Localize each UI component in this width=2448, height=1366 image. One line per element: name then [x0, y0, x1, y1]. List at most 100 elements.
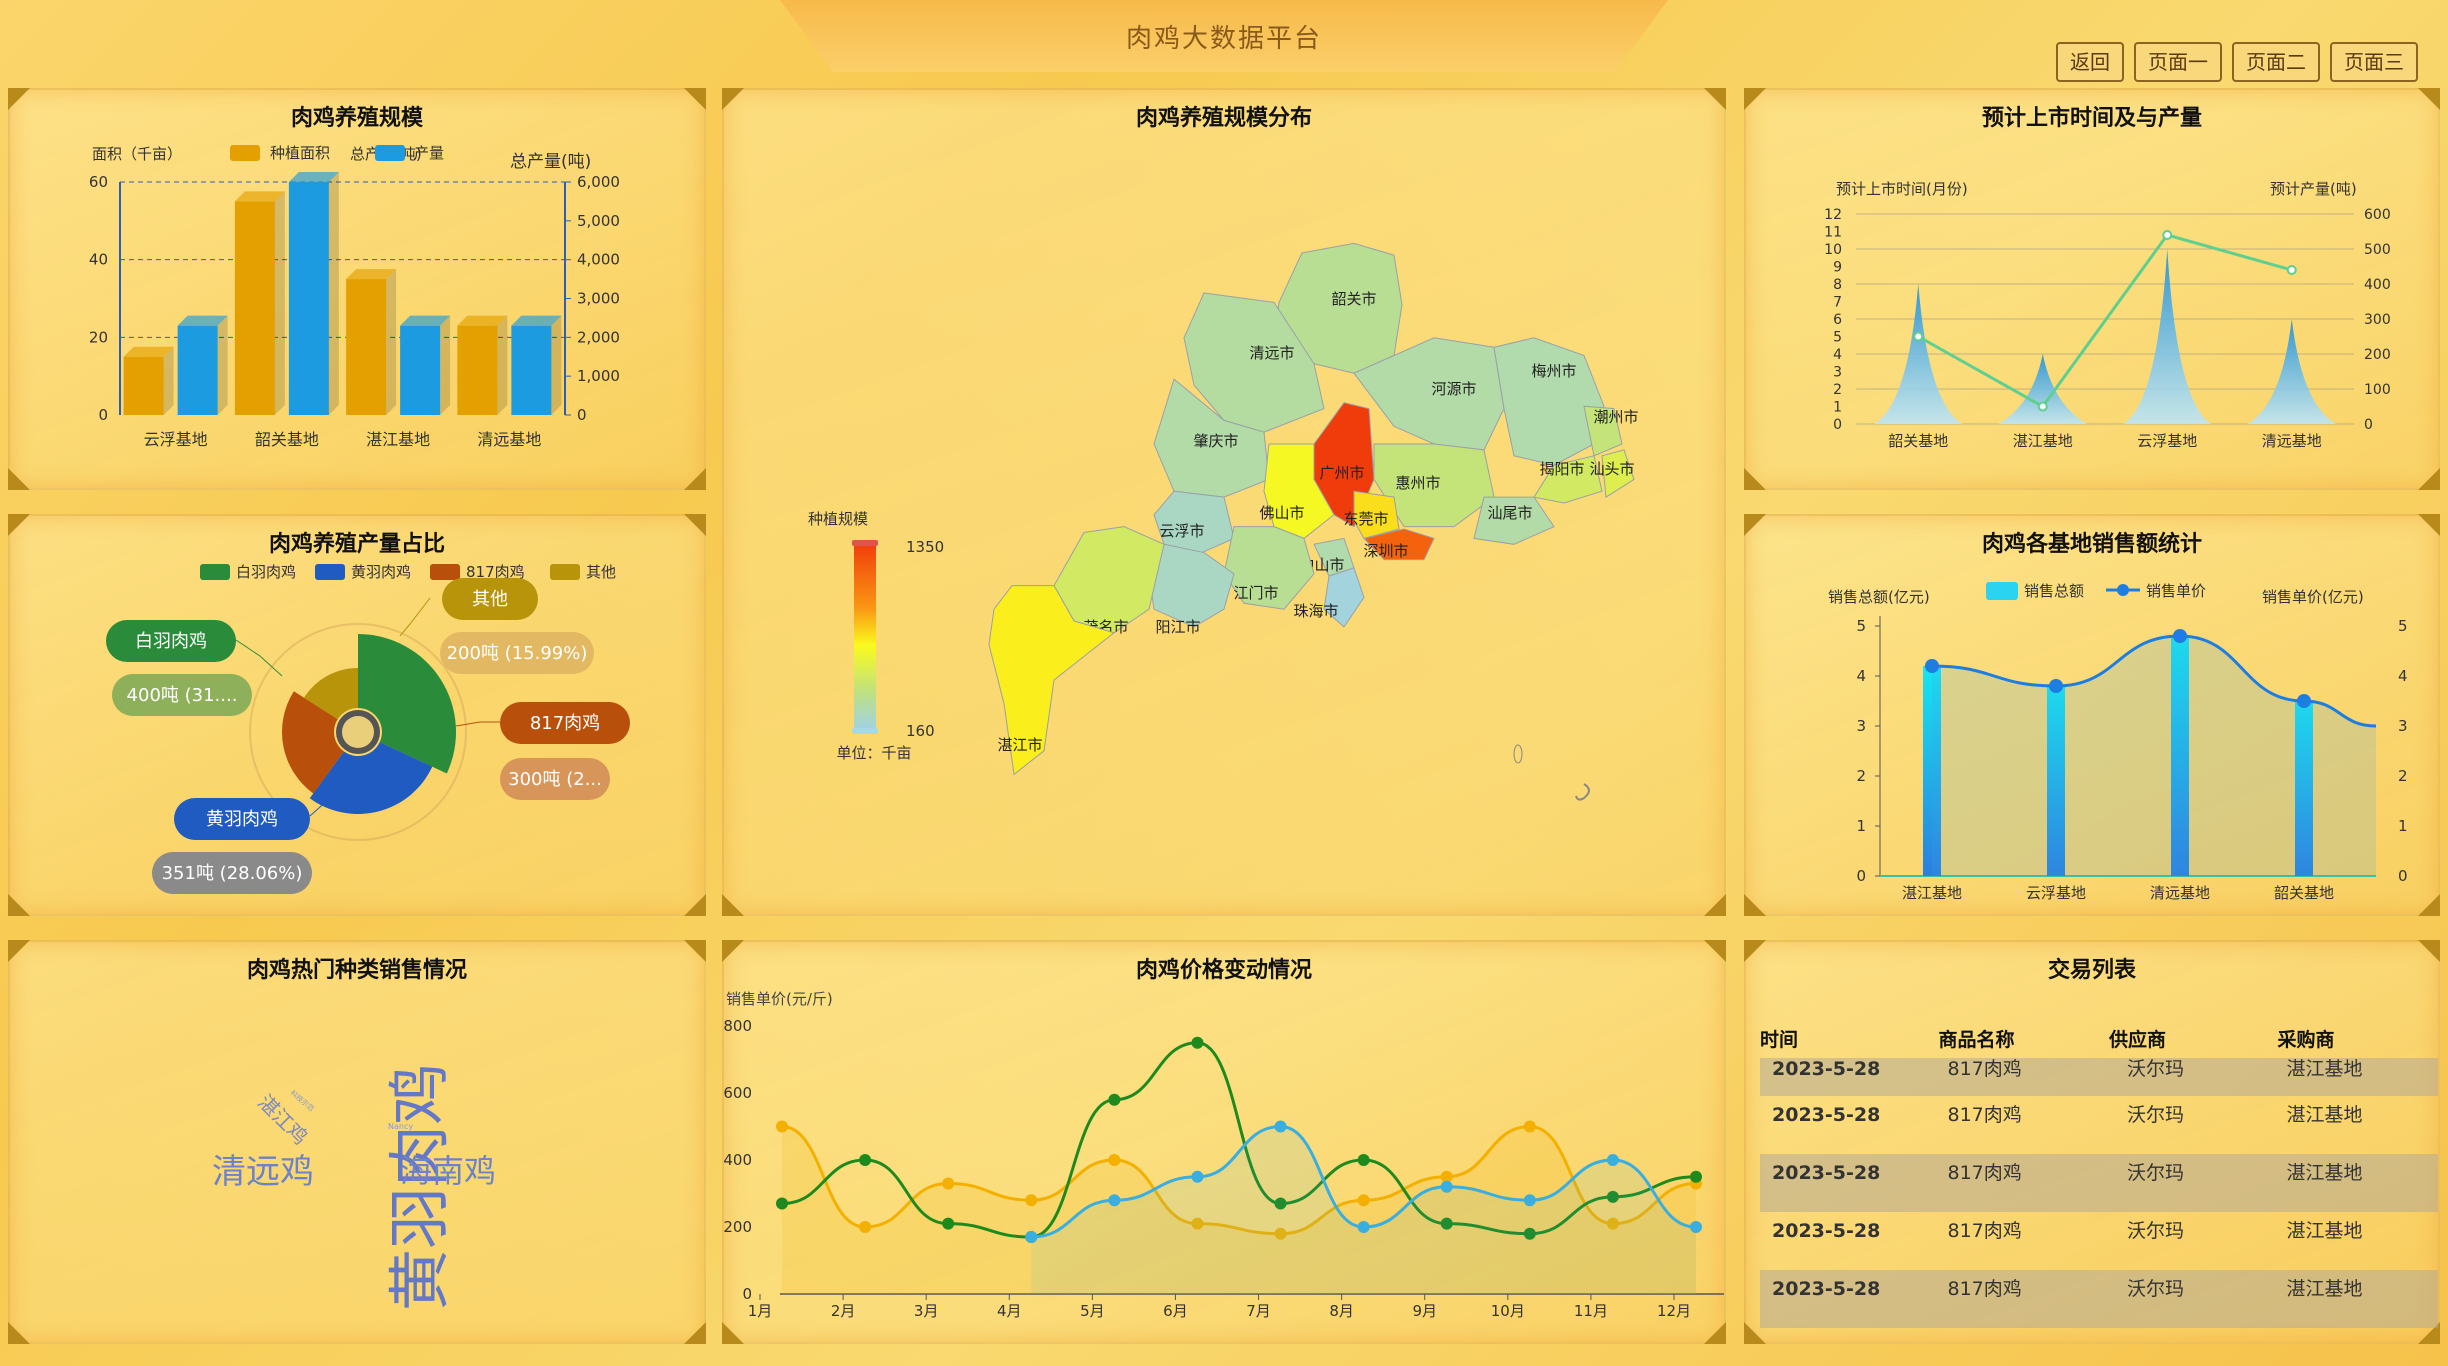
panel-title-map: 肉鸡养殖规模分布	[1135, 106, 1312, 131]
cell-time: 2023-5-28	[1772, 1104, 1881, 1126]
table-row[interactable]: 2023-5-28 817肉鸡 沃尔玛 湛江基地	[1760, 1154, 2438, 1212]
pie-outer-ring	[249, 623, 467, 841]
series-point	[1690, 1221, 1702, 1233]
table-row[interactable]: 2023-5-28 817肉鸡 沃尔玛 湛江基地	[1760, 1270, 2438, 1328]
x-tick-label: 云浮基地	[2137, 432, 2197, 450]
pie-slice	[309, 742, 433, 814]
y2-tick-label: 100	[2364, 382, 2391, 398]
page1-button[interactable]: 页面一	[2134, 42, 2222, 82]
x-tick-label: 云浮基地	[144, 430, 208, 449]
series-point	[1191, 1036, 1204, 1049]
y2-tick-label: 1	[2398, 817, 2408, 835]
cell-time: 2023-5-28	[1772, 1278, 1881, 1300]
back-button[interactable]: 返回	[2056, 42, 2124, 82]
y2-axis-title: 总产量(吨)	[510, 152, 591, 172]
cell-supplier: 沃尔玛	[2127, 1220, 2185, 1242]
y2-tick-label: 5,000	[577, 212, 620, 230]
series-point	[1274, 1197, 1287, 1210]
series-point	[1274, 1120, 1287, 1133]
y2-tick-label: 2	[2398, 767, 2408, 785]
x-tick-label: 8月	[1329, 1302, 1354, 1320]
map-region	[1363, 528, 1435, 561]
legend-label: 黄羽肉鸡	[351, 563, 411, 581]
x-tick-label: 韶关基地	[2274, 884, 2334, 902]
series-point	[859, 1221, 872, 1233]
map-region-label: 清远市	[1249, 344, 1294, 362]
cell-time: 2023-5-28	[1772, 1162, 1881, 1184]
y2-axis-label: 预计产量(吨)	[2270, 180, 2357, 198]
y-tick-label: 12	[1824, 207, 1842, 223]
header: 肉鸡大数据平台 返回 页面一 页面二 页面三	[0, 0, 2448, 82]
word-hainan: 海南鸡	[400, 1152, 497, 1190]
series-point	[776, 1120, 788, 1133]
map-region-label: 韶关市	[1331, 290, 1376, 308]
legend-label: 其他	[586, 563, 616, 581]
map-region-label: 广州市	[1319, 464, 1364, 482]
series-point	[1357, 1221, 1370, 1233]
bar-area-top	[123, 346, 174, 357]
pie-slice	[282, 691, 344, 794]
legend-swatch-output	[375, 145, 405, 161]
bar-output-side	[328, 172, 339, 415]
cell-time: 2023-5-28	[1772, 1220, 1881, 1242]
price-point	[2297, 694, 2311, 708]
panel-title-hot: 肉鸡热门种类销售情况	[246, 958, 467, 983]
bar-area-side	[274, 191, 285, 415]
forecast-chart: 预计上市时间(月份) 预计产量(吨)01234567891011120100200…	[1824, 180, 2391, 450]
y-tick-label: 0	[742, 1285, 752, 1303]
visualmap-handle-top	[852, 540, 878, 546]
bar-output	[400, 325, 441, 415]
map-region-label: 江门市	[1233, 584, 1278, 602]
table-row[interactable]: 2023-5-28 817肉鸡 沃尔玛 湛江基地	[1760, 1058, 2438, 1096]
series-point	[1191, 1217, 1204, 1230]
panel-title-forecast: 预计上市时间及与产量	[1981, 106, 2202, 131]
map-region-label: 阳江市	[1155, 618, 1200, 636]
x-tick-label: 清远基地	[2262, 432, 2322, 450]
visualmap-bar	[854, 542, 876, 730]
y-tick-label: 2	[1856, 767, 1866, 785]
panel-title-sales: 肉鸡各基地销售额统计	[1981, 532, 2202, 557]
y-tick-label: 600	[724, 1084, 752, 1102]
table-row[interactable]: 2023-5-28 817肉鸡 沃尔玛 湛江基地	[1760, 1212, 2438, 1270]
y2-tick-label: 2,000	[577, 328, 620, 346]
series-point	[1025, 1194, 1038, 1207]
y-axis-label: 销售总额(亿元)	[1828, 588, 1930, 606]
map-region-label: 湛江市	[997, 736, 1042, 754]
bar-area-side	[163, 346, 174, 415]
map-region	[1583, 405, 1623, 457]
y-tick-label: 0	[98, 406, 108, 424]
cell-product: 817肉鸡	[1947, 1058, 2022, 1080]
y-axis-label: 销售单价(元/斤)	[726, 990, 833, 1008]
y-tick-label: 3	[1856, 717, 1866, 735]
page2-button[interactable]: 页面二	[2232, 42, 2320, 82]
trade-table-header: 时间 商品名称 供应商 采购商	[1760, 1022, 2438, 1058]
panel-hot: 肉鸡热门种类销售情况 黄羽肉鸡 清远鸡 海南鸡 湛江鸡 Nancy 科技示范	[8, 940, 706, 1344]
col-supplier: 供应商	[2109, 1029, 2167, 1051]
map-region-label: 揭阳市	[1539, 460, 1584, 478]
series-point	[1025, 1231, 1038, 1244]
page3-button[interactable]: 页面三	[2330, 42, 2418, 82]
bar-output-side	[551, 315, 562, 415]
series-point	[776, 1197, 788, 1210]
label-line	[235, 639, 283, 677]
col-time: 时间	[1760, 1029, 1799, 1051]
x-tick-label: 11月	[1574, 1302, 1608, 1320]
word-zhanjiang: 湛江鸡	[253, 1089, 313, 1150]
series-point	[1606, 1154, 1619, 1166]
y-tick-label: 3	[1833, 365, 1842, 381]
panel-forecast: 预计上市时间及与产量 预计上市时间(月份) 预计产量(吨) 0 1 2 3 4 5 6 7 8 9 10…	[1744, 88, 2440, 490]
y-tick-label: 10	[1824, 242, 1842, 258]
y2-axis-label: 销售单价(亿元)	[2262, 588, 2364, 606]
y-tick-label: 8	[1833, 277, 1842, 293]
pill-baiyu-name	[106, 620, 236, 662]
panel-map: 肉鸡养殖规模分布 韶关市 清远市 河源市 梅州市 潮州市 揭阳市 汕头市 肇庆市 广州市 惠州市汕…	[722, 88, 1726, 916]
x-tick-label: 湛江基地	[366, 430, 430, 449]
table-row[interactable]: 2023-5-28 817肉鸡 沃尔玛 湛江基地	[1760, 1096, 2438, 1154]
map-region	[1493, 337, 1605, 466]
price-chart: 销售单价(元/斤) 0 200 400 600 800 1月 2月 3月 4月 5月 6月 7月 8月 9月…	[724, 990, 1724, 1320]
map-region-label: 梅州市	[1531, 362, 1576, 380]
map-region-label: 汕头市	[1589, 460, 1634, 478]
pill-817-name	[500, 702, 630, 744]
bar-output-top	[511, 315, 562, 326]
price-point	[1925, 659, 1939, 673]
